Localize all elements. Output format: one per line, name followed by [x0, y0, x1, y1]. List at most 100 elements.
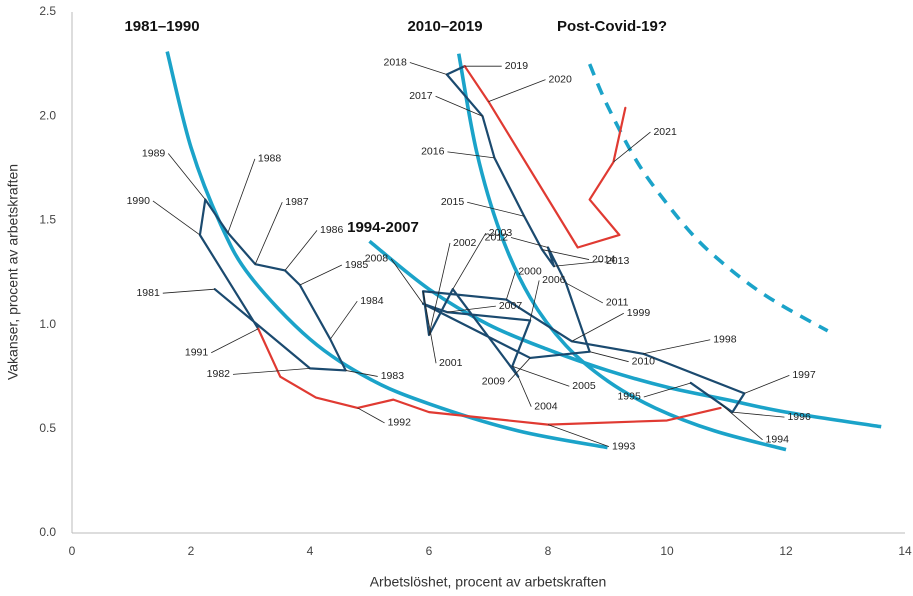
- year-label: 2017: [409, 90, 433, 102]
- leader-line: [390, 258, 424, 304]
- leader-line: [152, 200, 201, 236]
- leader-line: [167, 153, 206, 200]
- leader-line: [643, 339, 711, 355]
- year-label: 2016: [421, 146, 445, 158]
- period-label: 1994-2007: [347, 219, 419, 236]
- year-label: 2020: [549, 73, 573, 85]
- year-label: 1989: [142, 147, 166, 159]
- x-tick-label: 14: [898, 544, 912, 558]
- year-label: 2010: [632, 355, 656, 367]
- leader-line: [732, 411, 785, 418]
- leader-line: [488, 79, 546, 102]
- x-tick-label: 10: [660, 544, 674, 558]
- year-label: 1982: [207, 368, 231, 380]
- period-label: 1981–1990: [124, 18, 199, 35]
- fit-curve: [587, 63, 829, 333]
- year-label: 1996: [787, 411, 811, 423]
- leader-line: [744, 375, 790, 394]
- leader-line: [613, 131, 651, 163]
- year-label: 2007: [499, 300, 523, 312]
- year-label: 1987: [285, 196, 309, 208]
- year-label: 1984: [360, 295, 384, 307]
- leader-line: [507, 357, 531, 383]
- year-label: 2011: [606, 297, 629, 309]
- leader-line: [547, 424, 610, 448]
- year-label: 1998: [713, 334, 737, 346]
- data-line: [421, 65, 746, 414]
- year-label: 1990: [127, 195, 151, 207]
- year-label: 1981: [136, 287, 160, 299]
- x-tick-label: 4: [307, 544, 314, 558]
- year-label: 1992: [388, 417, 412, 429]
- year-label: 2008: [365, 253, 389, 265]
- leader-line: [452, 232, 487, 290]
- leader-line: [422, 291, 437, 364]
- year-label: 2019: [505, 60, 529, 72]
- year-label: 2002: [453, 237, 477, 249]
- y-axis-label: Vakanser, procent av arbetskraften: [5, 164, 21, 380]
- leader-line: [345, 370, 378, 377]
- year-label: 2018: [383, 56, 407, 68]
- leader-line: [329, 300, 358, 340]
- year-label: 2006: [542, 274, 566, 286]
- leader-line: [505, 271, 516, 300]
- leader-line: [447, 151, 495, 159]
- x-tick-label: 2: [188, 544, 195, 558]
- year-label: 1993: [612, 440, 636, 452]
- leader-line: [211, 328, 259, 354]
- y-tick-label: 0.0: [39, 525, 56, 539]
- leader-line: [162, 288, 215, 294]
- year-label: 2000: [518, 265, 542, 277]
- year-label: 1986: [320, 224, 344, 236]
- leader-line: [571, 312, 624, 342]
- leader-line: [467, 201, 525, 217]
- leader-line: [446, 305, 496, 313]
- x-tick-label: 0: [69, 544, 76, 558]
- leader-line: [541, 249, 590, 260]
- fit-curve: [165, 51, 608, 450]
- year-label: 2015: [441, 196, 465, 208]
- year-label: 2004: [534, 400, 558, 412]
- year-label: 1999: [627, 307, 651, 319]
- leader-line: [553, 260, 603, 267]
- fit-curve: [456, 53, 787, 452]
- x-axis-label: Arbetslöshet, procent av arbetskraften: [370, 574, 607, 590]
- leader-line: [409, 62, 447, 75]
- leader-line: [357, 407, 385, 424]
- leader-line: [428, 242, 451, 336]
- x-tick-label: 6: [426, 544, 433, 558]
- leader-line: [299, 264, 343, 286]
- leader-line: [232, 367, 311, 375]
- x-tick-label: 12: [779, 544, 793, 558]
- data-line: [257, 327, 722, 426]
- year-label: 1997: [792, 369, 816, 381]
- leader-line: [517, 376, 532, 407]
- year-label: 2013: [606, 255, 630, 267]
- y-tick-label: 1.0: [39, 317, 56, 331]
- x-tick-label: 8: [545, 544, 552, 558]
- year-label: 1988: [258, 153, 282, 165]
- leader-line: [510, 237, 549, 248]
- y-tick-label: 0.5: [39, 421, 56, 435]
- leader-line: [512, 365, 570, 387]
- year-label: 1994: [766, 434, 790, 446]
- leader-line: [435, 95, 483, 117]
- leader-line: [254, 202, 283, 265]
- period-label: 2010–2019: [407, 18, 482, 35]
- year-label: 1985: [345, 259, 369, 271]
- leader-line: [227, 158, 256, 234]
- leader-line: [529, 280, 540, 321]
- period-label: Post-Covid-19?: [557, 18, 667, 35]
- year-label: 2009: [482, 376, 506, 388]
- year-label: 2021: [653, 126, 677, 138]
- leader-line: [565, 282, 604, 304]
- fit-curve: [368, 239, 882, 429]
- leader-line: [720, 403, 763, 441]
- y-tick-label: 1.5: [39, 213, 56, 227]
- year-label: 2003: [489, 227, 513, 239]
- year-label: 1983: [381, 370, 405, 382]
- leader-line: [284, 230, 318, 271]
- year-label: 2012: [485, 231, 509, 243]
- y-tick-label: 2.5: [39, 4, 56, 18]
